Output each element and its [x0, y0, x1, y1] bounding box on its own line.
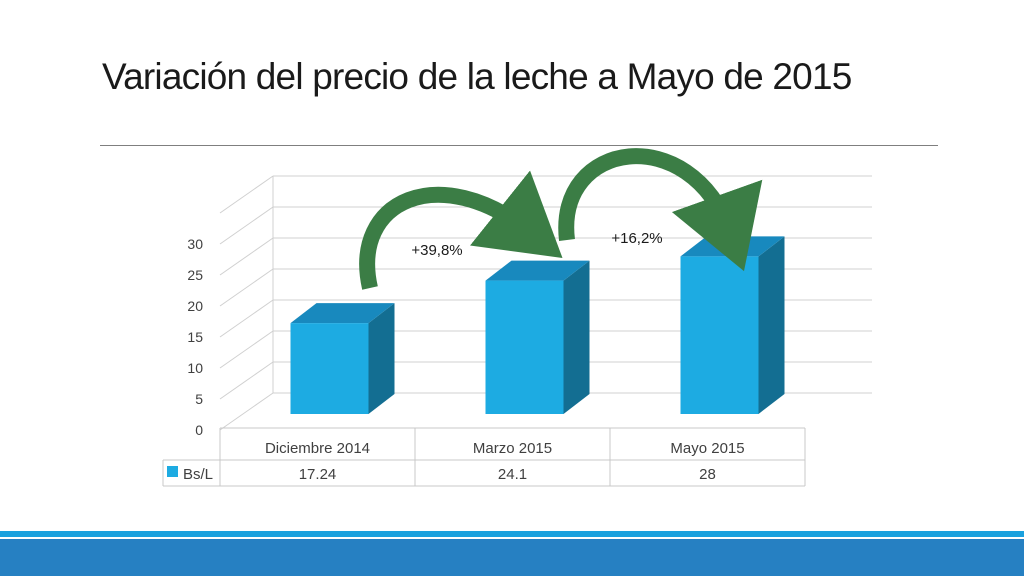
data-table: Diciembre 2014 17.24 Marzo 2015 24.1 Mayo 20…	[162, 427, 806, 487]
bar-side	[758, 236, 785, 414]
footer-band	[0, 539, 1024, 576]
growth-arrow	[558, 148, 763, 272]
category-label: Diciembre 2014	[265, 440, 370, 457]
gridline-side	[219, 175, 274, 214]
bar-top	[290, 303, 395, 324]
category-label: Marzo 2015	[473, 440, 552, 457]
gridline-side	[219, 206, 274, 245]
gridline-side	[219, 299, 274, 338]
bar-side	[368, 303, 395, 414]
chart-bars	[290, 236, 785, 414]
gridline-side	[219, 268, 274, 307]
gridline-side	[219, 392, 274, 431]
bar	[290, 323, 369, 414]
growth-label: +39,8%	[411, 242, 462, 259]
growth-label: +16,2%	[611, 230, 662, 247]
bar-top	[485, 260, 590, 281]
bar	[680, 256, 759, 414]
title-divider	[100, 145, 938, 146]
chart-annotations: +39,8% +16,2%	[359, 148, 763, 290]
growth-arrow	[359, 170, 563, 290]
y-tick-label: 20	[187, 298, 203, 314]
y-tick-label: 15	[187, 329, 203, 345]
footer-accent-band	[0, 531, 1024, 537]
page-title: Variación del precio de la leche a Mayo …	[102, 56, 852, 97]
gridline-side	[219, 330, 274, 369]
y-axis-ticks: 0 5 10 15 20 25 30	[187, 236, 203, 438]
gridline-side	[219, 361, 274, 400]
y-tick-label: 25	[187, 267, 203, 283]
legend-swatch	[167, 466, 178, 477]
bar	[485, 280, 564, 414]
category-label: Mayo 2015	[670, 440, 744, 457]
gridline-side	[219, 237, 274, 276]
y-tick-label: 5	[195, 391, 203, 407]
legend-label: Bs/L	[183, 466, 213, 483]
bar-side	[563, 260, 590, 414]
bar-chart: 0 5 10 15 20 25 30 Diciembre 2014 17.24 Marzo 20…	[162, 148, 872, 487]
y-tick-label: 10	[187, 360, 203, 376]
y-tick-label: 0	[195, 422, 203, 438]
data-value-label: 24.1	[498, 466, 527, 483]
data-value-label: 28	[699, 466, 716, 483]
data-value-label: 17.24	[299, 466, 337, 483]
y-tick-label: 30	[187, 236, 203, 252]
